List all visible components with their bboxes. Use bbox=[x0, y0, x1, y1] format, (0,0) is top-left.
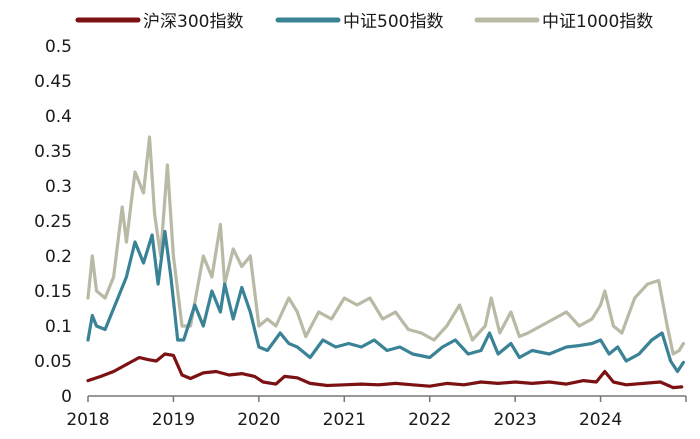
x-tick-label: 2019 bbox=[152, 410, 195, 430]
y-tick-label: 0.35 bbox=[34, 142, 72, 162]
x-tick-label: 2018 bbox=[66, 410, 109, 430]
y-tick-label: 0.15 bbox=[34, 282, 72, 302]
y-tick-label: 0.3 bbox=[45, 177, 72, 197]
y-tick-label: 0.2 bbox=[45, 247, 72, 267]
x-tick-label: 2024 bbox=[579, 410, 622, 430]
legend: 沪深300指数 中证500指数 中证1000指数 bbox=[75, 12, 653, 32]
legend-label-1: 中证500指数 bbox=[343, 12, 443, 32]
legend-label-0: 沪深300指数 bbox=[143, 12, 243, 32]
x-tick-label: 2023 bbox=[494, 410, 537, 430]
y-axis-ticks: 0 0.05 0.1 0.15 0.2 0.25 0.3 0.35 0.4 0.45 0.5 bbox=[34, 37, 72, 407]
plot-area bbox=[86, 135, 686, 390]
legend-label-2: 中证1000指数 bbox=[542, 12, 653, 32]
x-axis-ticks: 2018 2019 2020 2021 2022 2023 2024 bbox=[66, 396, 687, 430]
series-line-1 bbox=[86, 229, 686, 374]
series-line-2 bbox=[86, 135, 686, 356]
y-tick-label: 0.1 bbox=[45, 317, 72, 337]
y-tick-label: 0.5 bbox=[45, 37, 72, 57]
series-line-0 bbox=[86, 352, 684, 390]
x-tick-label: 2022 bbox=[408, 410, 451, 430]
y-tick-label: 0.4 bbox=[45, 107, 72, 127]
x-tick-label: 2021 bbox=[323, 410, 366, 430]
y-tick-label: 0.25 bbox=[34, 212, 72, 232]
y-tick-label: 0.05 bbox=[34, 352, 72, 372]
y-tick-label: 0 bbox=[61, 387, 72, 407]
y-tick-label: 0.45 bbox=[34, 72, 72, 92]
x-tick-label: 2020 bbox=[237, 410, 280, 430]
